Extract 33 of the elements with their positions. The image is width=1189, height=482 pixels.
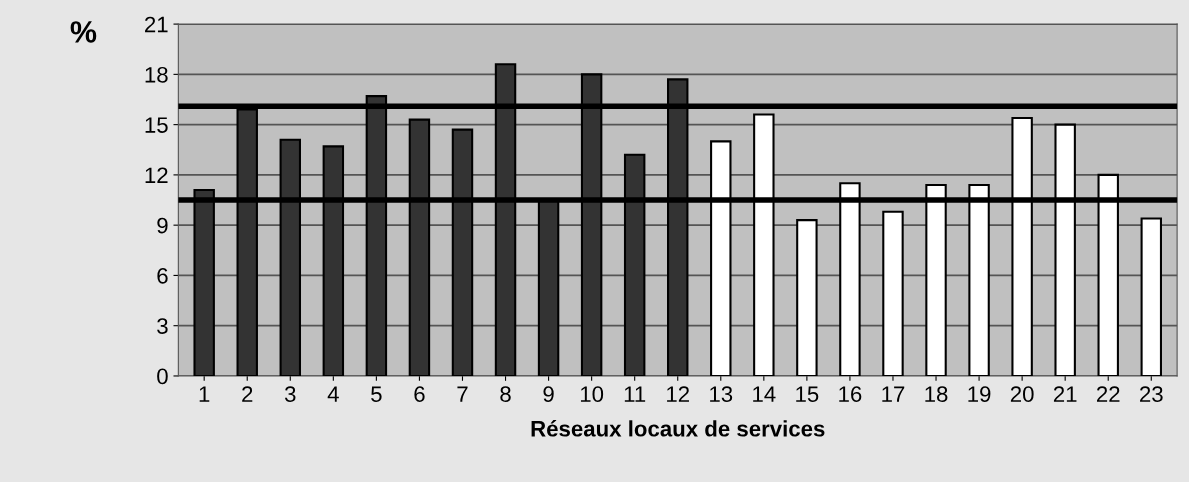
y-tick-label: 9	[157, 217, 168, 234]
y-tick-label: 18	[145, 66, 168, 83]
x-tick-label: 20	[1010, 386, 1034, 403]
x-tick-label: 6	[414, 386, 425, 403]
x-tick-label: 3	[284, 386, 296, 403]
y-tick-label: 6	[157, 267, 168, 284]
y-tick-label: 12	[145, 167, 168, 183]
x-tick-label: 22	[1096, 386, 1120, 402]
x-tick-label: 4	[327, 386, 339, 402]
x-tick-label: 21	[1053, 386, 1077, 402]
x-tick-label: 8	[500, 386, 511, 403]
x-tick-label: 15	[796, 386, 819, 403]
x-tick-label: 16	[839, 386, 862, 403]
x-tick-label: 14	[753, 386, 776, 402]
x-tick-label: 17	[882, 386, 905, 402]
x-tick-label: 13	[710, 386, 733, 403]
x-tick-label: 2	[242, 386, 253, 402]
x-tick-label: 5	[371, 386, 382, 403]
x-tick-label: 9	[543, 386, 554, 403]
x-tick-label: 12	[667, 386, 689, 402]
x-tick-label: 19	[968, 386, 991, 403]
x-tick-label: 7	[457, 386, 468, 402]
x-tick-label: 10	[580, 386, 604, 403]
x-tick-label: 11	[624, 386, 646, 402]
y-tick-label: 21	[145, 16, 168, 33]
y-tick-label: 15	[145, 117, 168, 133]
y-tick-label: 0	[157, 368, 168, 385]
y-axis-title: %	[70, 21, 97, 43]
x-axis-title: Réseaux locaux de services	[531, 420, 825, 437]
x-tick-label: 18	[925, 386, 948, 403]
y-tick-label: 3	[157, 318, 168, 334]
x-tick-label: 1	[199, 386, 210, 402]
x-tick-label: 23	[1140, 386, 1163, 403]
